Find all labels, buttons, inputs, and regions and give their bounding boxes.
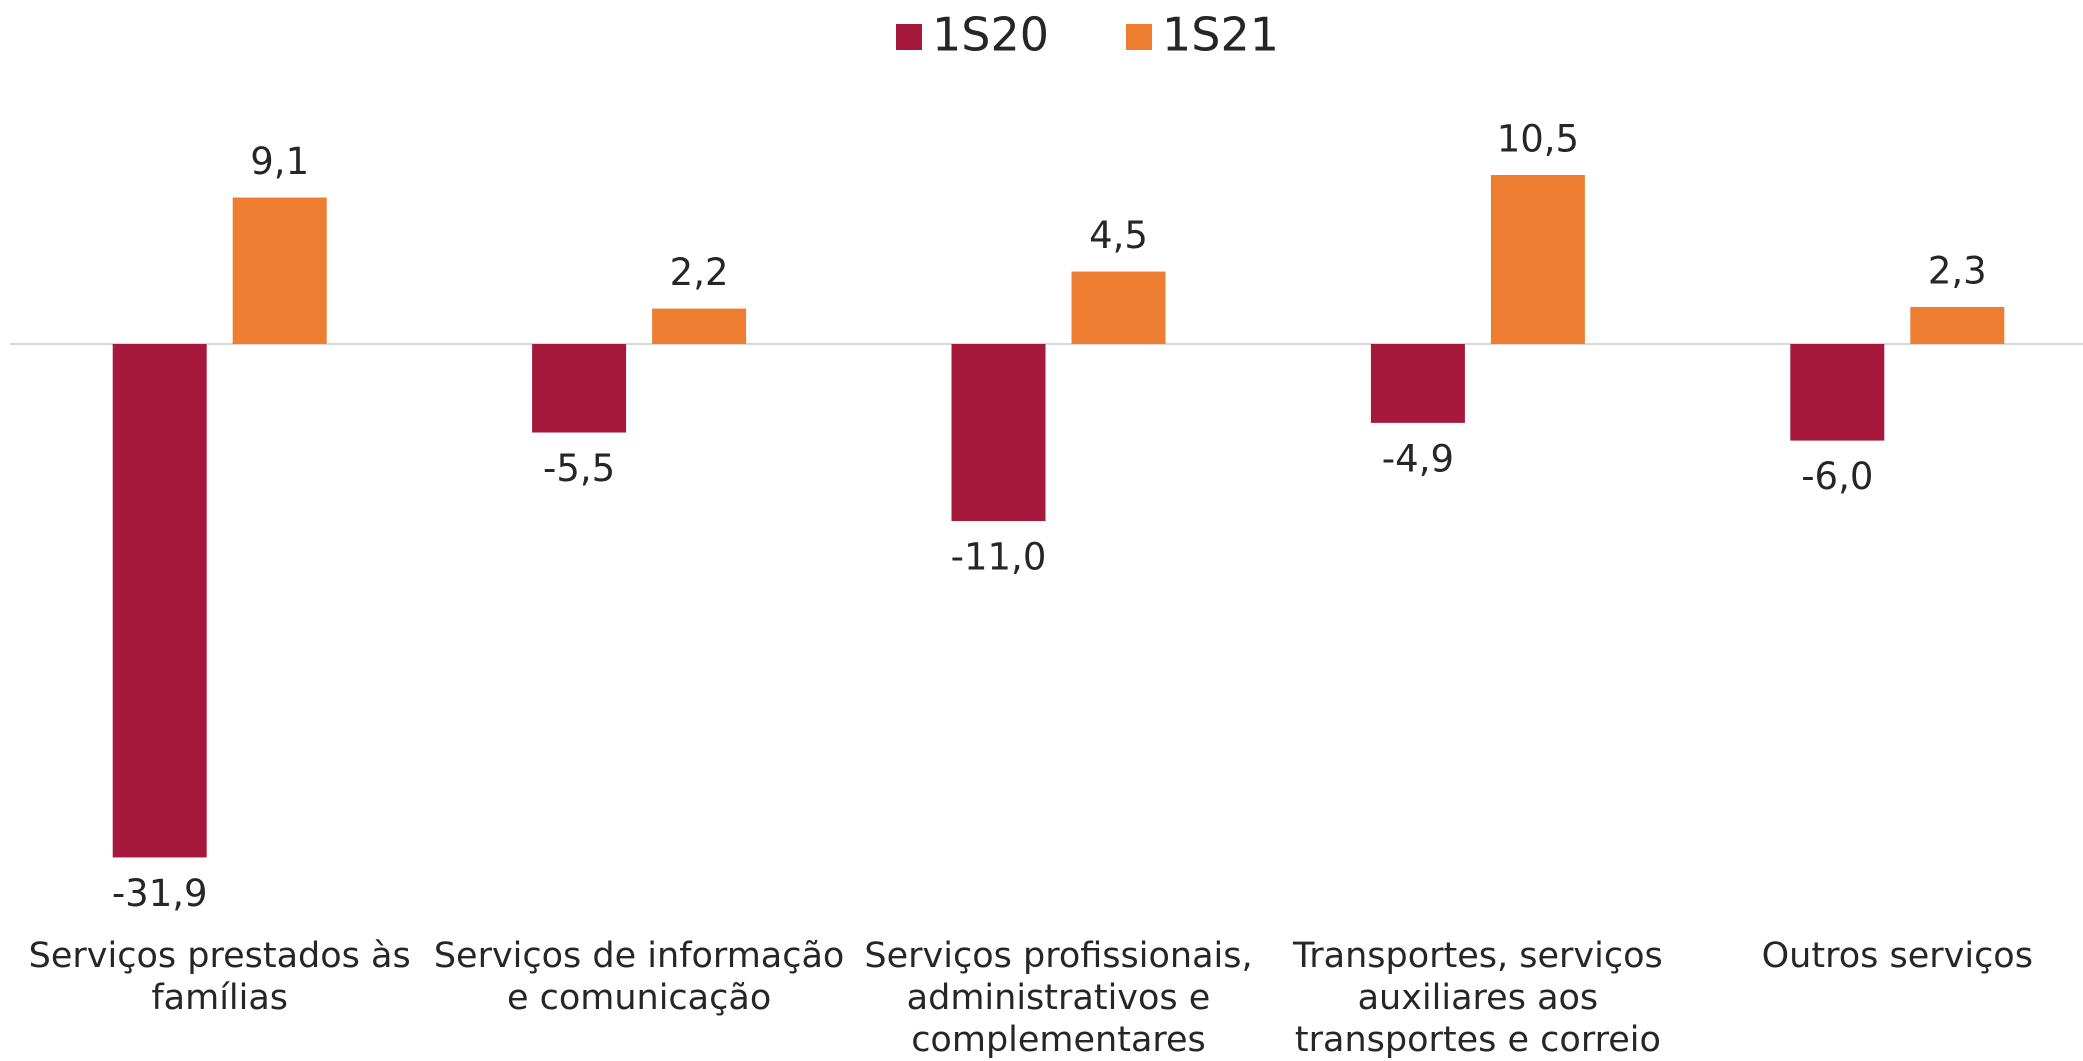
data-label: -11,0 bbox=[951, 536, 1047, 579]
x-tick-label: Serviços de informação e comunicação bbox=[433, 936, 845, 1018]
x-tick-label: Transportes, serviços auxiliares aos tra… bbox=[1293, 936, 1663, 1060]
data-label: 9,1 bbox=[250, 140, 309, 183]
bar bbox=[951, 344, 1046, 522]
bar bbox=[1910, 306, 2005, 344]
legend-swatch bbox=[896, 24, 922, 50]
data-label: 4,5 bbox=[1089, 214, 1148, 257]
legend-label: 1S20 bbox=[932, 8, 1049, 62]
bar bbox=[112, 344, 207, 858]
data-label: -31,9 bbox=[112, 872, 208, 915]
data-label: -5,5 bbox=[543, 447, 615, 490]
data-label: -6,0 bbox=[1801, 455, 1873, 498]
bar bbox=[1790, 344, 1885, 441]
bar bbox=[1071, 271, 1166, 344]
legend-swatch bbox=[1126, 24, 1152, 50]
legend-label: 1S21 bbox=[1162, 8, 1279, 62]
bar bbox=[232, 197, 327, 344]
bar bbox=[532, 344, 627, 433]
data-label: 2,3 bbox=[1928, 249, 1987, 292]
x-tick-label: Outros serviços bbox=[1761, 936, 2033, 976]
data-label: -4,9 bbox=[1382, 437, 1454, 480]
data-label: 10,5 bbox=[1497, 118, 1579, 161]
bar bbox=[1370, 344, 1465, 423]
bar bbox=[1490, 175, 1585, 344]
data-label: 2,2 bbox=[670, 251, 729, 294]
bar bbox=[652, 308, 747, 344]
x-tick-label: Serviços profissionais, administrativos … bbox=[864, 936, 1253, 1060]
x-tick-label: Serviços prestados às famílias bbox=[28, 936, 411, 1018]
